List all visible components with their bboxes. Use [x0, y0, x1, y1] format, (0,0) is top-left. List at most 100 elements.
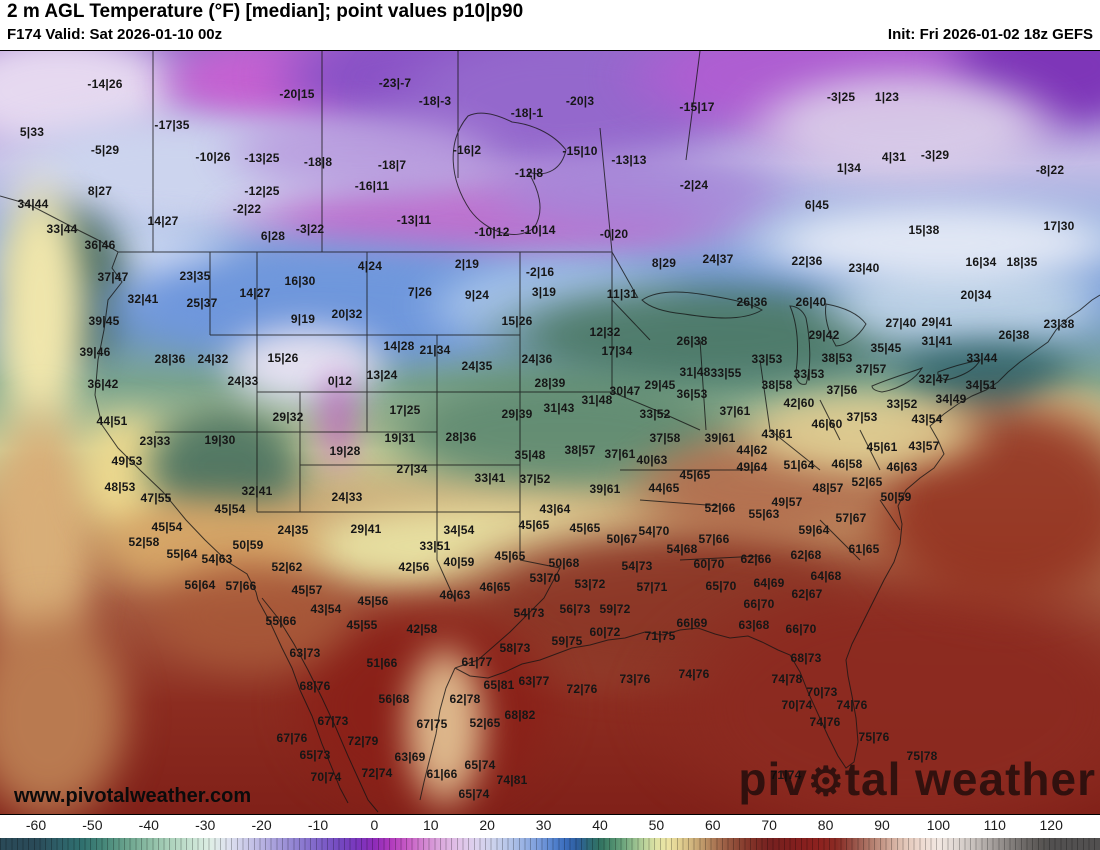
- point-value: 29|41: [350, 522, 382, 536]
- point-value: 70|73: [806, 685, 838, 699]
- point-value: 45|54: [151, 520, 183, 534]
- point-value: 28|36: [445, 430, 477, 444]
- point-value: 27|34: [396, 462, 428, 476]
- point-value: 40|59: [443, 555, 475, 569]
- point-value: 19|30: [204, 433, 236, 447]
- point-value: -2|22: [232, 202, 262, 216]
- point-value: 75|76: [858, 730, 890, 744]
- point-value: 51|66: [366, 656, 398, 670]
- point-value: -8|22: [1035, 163, 1065, 177]
- point-value: 4|31: [881, 150, 907, 164]
- point-value: 45|65: [679, 468, 711, 482]
- point-value: 50|68: [548, 556, 580, 570]
- colorbar-tick-label: 120: [1039, 817, 1063, 833]
- point-value: 25|37: [186, 296, 218, 310]
- point-value: 65|73: [299, 748, 331, 762]
- point-value: 68|76: [299, 679, 331, 693]
- point-value: 56|73: [559, 602, 591, 616]
- point-value: 1|23: [874, 90, 900, 104]
- point-value: 11|31: [606, 287, 638, 301]
- point-value: -14|26: [87, 77, 123, 91]
- gear-icon: ⚙: [807, 760, 845, 804]
- lake-superior: [641, 291, 763, 319]
- gulf-atlantic-coastline: [454, 294, 1100, 769]
- colorbar-ticks: -60 -50 -40 -30 -20 -10 0 10 20 30 40 50 60 70 80 90 100…: [0, 816, 1100, 837]
- point-value: 70|74: [310, 770, 342, 784]
- point-value: 64|69: [753, 576, 785, 590]
- point-value: 52|62: [271, 560, 303, 574]
- point-value: 63|73: [289, 646, 321, 660]
- point-value: 60|72: [589, 625, 621, 639]
- point-value: -12|8: [514, 166, 544, 180]
- point-value: 13|24: [366, 368, 398, 382]
- colorbar-tick-label: 0: [370, 817, 379, 833]
- point-value: 37|61: [604, 447, 636, 461]
- colorbar-tick-label: 50: [648, 817, 665, 833]
- point-value: 24|35: [461, 359, 493, 373]
- colorbar-tick-label: -60: [25, 817, 47, 833]
- point-value: 8|29: [651, 256, 677, 270]
- point-value: 39|61: [704, 431, 736, 445]
- point-value: 37|57: [855, 362, 887, 376]
- point-value: 23|33: [139, 434, 171, 448]
- point-value: 27|40: [885, 316, 917, 330]
- point-value: -0|20: [599, 227, 629, 241]
- point-value: 54|63: [201, 552, 233, 566]
- colorbar-tick-label: -10: [307, 817, 329, 833]
- point-value: 53|72: [574, 577, 606, 591]
- point-value: 29|41: [921, 315, 953, 329]
- point-value: -12|25: [244, 184, 280, 198]
- point-value: -3|22: [295, 222, 325, 236]
- point-value: 67|75: [416, 717, 448, 731]
- point-value: 33|55: [710, 366, 742, 380]
- point-value: 45|65: [494, 549, 526, 563]
- point-value: 34|51: [965, 378, 997, 392]
- point-value: 49|64: [736, 460, 768, 474]
- point-value: 29|42: [808, 328, 840, 342]
- lake-huron: [825, 303, 867, 347]
- point-value: 38|53: [821, 351, 853, 365]
- gulf-of-california: [261, 597, 379, 813]
- header-subrow: F174 Valid: Sat 2026-01-10 00z Init: Fri…: [7, 26, 1093, 43]
- point-value: 2|19: [454, 257, 480, 271]
- colorbar-tick-label: 90: [874, 817, 890, 833]
- point-value: 31|48: [581, 393, 613, 407]
- point-value: 26|36: [736, 295, 768, 309]
- point-value: 21|34: [419, 343, 451, 357]
- point-value: 34|44: [17, 197, 49, 211]
- point-value: 50|59: [232, 538, 264, 552]
- point-value: 9|24: [464, 288, 490, 302]
- point-value: 37|53: [846, 410, 878, 424]
- point-value: 42|56: [398, 560, 430, 574]
- point-value: 17|25: [389, 403, 421, 417]
- colorbar-tick-label: 20: [479, 817, 495, 833]
- colorbar-tick-label: 30: [535, 817, 552, 833]
- point-value: 4|24: [357, 259, 383, 273]
- state-borders-west: [155, 252, 613, 560]
- point-value: 74|81: [496, 773, 528, 787]
- point-value: 52|65: [851, 475, 883, 489]
- point-value: 24|36: [521, 352, 553, 366]
- texas-borders: [436, 511, 561, 669]
- point-value: -16|11: [354, 179, 390, 193]
- point-value: 48|57: [812, 481, 844, 495]
- point-value: 33|53: [793, 367, 825, 381]
- point-value: 33|41: [474, 471, 506, 485]
- point-value: 55|63: [748, 507, 780, 521]
- point-value: -23|-7: [378, 76, 412, 90]
- point-value: 24|37: [702, 252, 734, 266]
- point-value: 74|76: [678, 667, 710, 681]
- point-value: 38|58: [761, 378, 793, 392]
- point-value: 34|49: [935, 392, 967, 406]
- point-value: 24|32: [197, 352, 229, 366]
- point-value: 52|58: [128, 535, 160, 549]
- colorbar-tick-label: 40: [592, 817, 608, 833]
- point-value: 43|61: [761, 427, 793, 441]
- point-value: 56|68: [378, 692, 410, 706]
- point-value: 71|74: [770, 768, 802, 782]
- point-value: -16|2: [452, 143, 482, 157]
- point-value: 45|56: [357, 594, 389, 608]
- lake-ontario: [937, 359, 981, 381]
- point-value: 66|70: [785, 622, 817, 636]
- point-value: 17|34: [601, 344, 633, 358]
